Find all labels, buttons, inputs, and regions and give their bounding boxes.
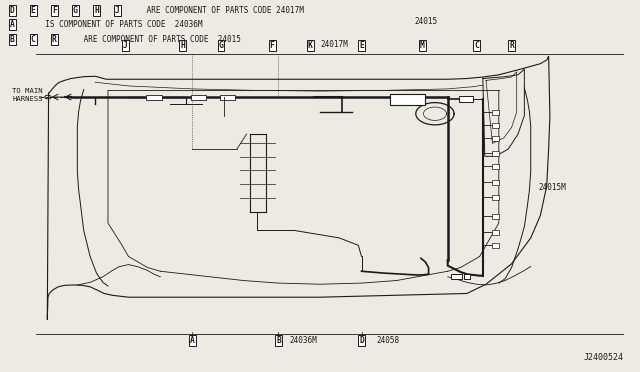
Text: D: D xyxy=(10,6,15,15)
Text: 24058: 24058 xyxy=(376,336,399,345)
Text: A: A xyxy=(10,20,15,29)
Text: F: F xyxy=(269,41,275,51)
Text: H: H xyxy=(180,41,185,51)
Text: G: G xyxy=(219,41,223,51)
Text: K: K xyxy=(308,41,313,51)
Bar xyxy=(492,123,499,128)
Bar xyxy=(451,274,463,279)
Bar xyxy=(492,136,499,141)
Text: C: C xyxy=(474,41,479,51)
Text: J2400524: J2400524 xyxy=(583,353,623,362)
Bar xyxy=(464,274,470,279)
Text: IS COMPONENT OF PARTS CODE  24036M: IS COMPONENT OF PARTS CODE 24036M xyxy=(36,20,203,29)
Text: R: R xyxy=(509,41,514,51)
Bar xyxy=(492,164,499,169)
Text: 24036M: 24036M xyxy=(289,336,317,345)
Text: D: D xyxy=(359,336,364,345)
Text: C: C xyxy=(31,35,36,44)
Text: E: E xyxy=(31,6,36,15)
Text: ARE COMPONENT OF PARTS CODE 24017M: ARE COMPONENT OF PARTS CODE 24017M xyxy=(142,6,304,15)
Text: J: J xyxy=(123,41,127,51)
Bar xyxy=(492,151,499,155)
Bar xyxy=(191,95,206,100)
Text: B: B xyxy=(276,336,281,345)
Bar xyxy=(492,214,499,219)
Text: G: G xyxy=(73,6,78,15)
Text: TO MAIN
HARNESS: TO MAIN HARNESS xyxy=(12,88,43,102)
Bar xyxy=(492,110,499,115)
Text: F: F xyxy=(52,6,57,15)
Text: H: H xyxy=(94,6,99,15)
Text: 24015: 24015 xyxy=(415,17,438,26)
Text: ARE COMPONENT OF PARTS CODE  24015: ARE COMPONENT OF PARTS CODE 24015 xyxy=(79,35,241,44)
Bar xyxy=(492,180,499,185)
Bar xyxy=(492,243,499,248)
Bar xyxy=(147,95,162,100)
Bar xyxy=(492,195,499,200)
Text: 24015M: 24015M xyxy=(538,183,566,192)
Bar xyxy=(460,96,473,102)
Text: E: E xyxy=(359,41,364,51)
Text: M: M xyxy=(420,41,424,51)
Bar xyxy=(492,231,499,235)
Text: 24017M: 24017M xyxy=(320,40,348,49)
Text: J: J xyxy=(115,6,120,15)
Bar xyxy=(220,95,235,100)
Text: A: A xyxy=(190,336,195,345)
Text: B: B xyxy=(10,35,15,44)
Bar xyxy=(390,94,426,105)
Text: R: R xyxy=(52,35,57,44)
